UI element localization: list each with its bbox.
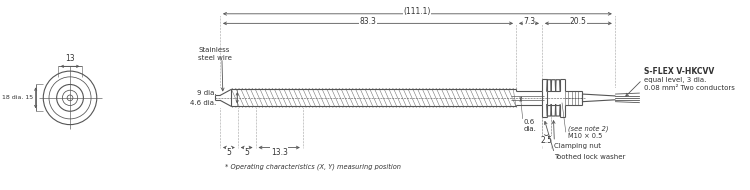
Text: 9 dia.: 9 dia. bbox=[196, 90, 216, 96]
Text: M10 × 0.5: M10 × 0.5 bbox=[568, 133, 602, 139]
Text: 2.5: 2.5 bbox=[541, 136, 553, 145]
Text: Clamping nut: Clamping nut bbox=[554, 143, 602, 149]
Text: S-FLEX V-HKCVV: S-FLEX V-HKCVV bbox=[644, 67, 715, 76]
Text: (111.1): (111.1) bbox=[404, 7, 431, 16]
Text: Stainless
steel wire: Stainless steel wire bbox=[198, 47, 232, 61]
Text: 20.5: 20.5 bbox=[570, 17, 586, 26]
Text: 7.3: 7.3 bbox=[523, 17, 535, 26]
Text: equal level, 3 dia.: equal level, 3 dia. bbox=[644, 77, 706, 83]
Text: 5: 5 bbox=[226, 148, 231, 157]
Text: 13.3: 13.3 bbox=[271, 148, 287, 157]
Text: 0.08 mm² Two conductors: 0.08 mm² Two conductors bbox=[644, 85, 735, 91]
Text: 4.6 dia.: 4.6 dia. bbox=[190, 100, 216, 106]
Text: * Operating characteristics (X, Y) measuring position: * Operating characteristics (X, Y) measu… bbox=[225, 163, 400, 170]
Text: 18 dia. 15: 18 dia. 15 bbox=[2, 95, 33, 100]
Text: 0.6
dia.: 0.6 dia. bbox=[524, 119, 536, 132]
Text: 83.3: 83.3 bbox=[359, 17, 376, 26]
Text: (see note 2): (see note 2) bbox=[568, 125, 608, 132]
Text: 13: 13 bbox=[65, 54, 75, 63]
Text: 5: 5 bbox=[244, 148, 249, 157]
Text: Toothed lock washer: Toothed lock washer bbox=[554, 154, 626, 160]
